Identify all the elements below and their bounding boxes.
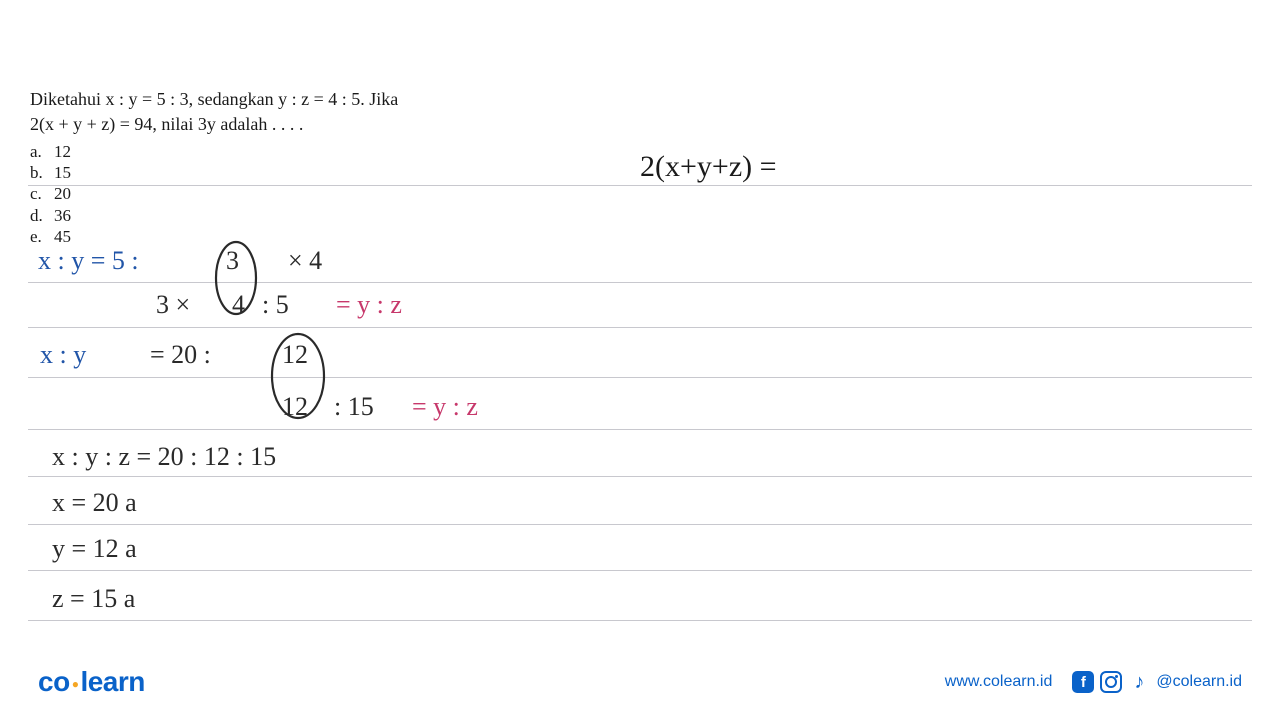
logo-dot-icon: ● — [72, 677, 79, 691]
lined-paper-area: x : y = 5 : 3 × 4 3 × 4 : 5 = y : z x : … — [0, 170, 1280, 720]
rule-line — [28, 620, 1252, 621]
hw-4: 4 — [232, 290, 245, 320]
hw-x4: × 4 — [288, 246, 322, 276]
social-icons: f ♪ @colearn.id — [1072, 671, 1242, 693]
footer-right: www.colearn.id f ♪ @colearn.id — [945, 671, 1242, 693]
hw-12b: 12 — [282, 392, 308, 422]
rule-line — [28, 377, 1252, 378]
rule-line — [28, 282, 1252, 283]
footer-handle: @colearn.id — [1156, 673, 1242, 691]
hw-eq-yz2: = y : z — [412, 392, 478, 422]
rule-line — [28, 185, 1252, 186]
footer: co●learn www.colearn.id f ♪ @colearn.id — [0, 666, 1280, 698]
hw-3: 3 — [226, 246, 239, 276]
hw-eq-yz: = y : z — [336, 290, 402, 320]
problem-line-1: Diketahui x : y = 5 : 3, sedangkan y : z… — [30, 88, 1250, 111]
hw-xyz-ratio: x : y : z = 20 : 12 : 15 — [52, 442, 276, 472]
footer-url: www.colearn.id — [945, 673, 1053, 691]
facebook-icon: f — [1072, 671, 1094, 693]
hw-z15a: z = 15 a — [52, 584, 135, 614]
hw-xy-53: x : y = 5 : — [38, 246, 139, 276]
logo-co: co — [38, 666, 70, 697]
instagram-icon — [1100, 671, 1122, 693]
hw-x20a: x = 20 a — [52, 488, 137, 518]
rule-line — [28, 524, 1252, 525]
hw-xy-2: x : y — [40, 340, 86, 370]
problem-line-2: 2(x + y + z) = 94, nilai 3y adalah . . .… — [30, 113, 1250, 136]
tiktok-icon: ♪ — [1128, 671, 1150, 693]
rule-line — [28, 327, 1252, 328]
hw-colon5: : 5 — [262, 290, 289, 320]
colearn-logo: co●learn — [38, 666, 145, 698]
hw-3x: 3 × — [156, 290, 190, 320]
hw-y12a: y = 12 a — [52, 534, 137, 564]
rule-line — [28, 476, 1252, 477]
hw-eq20: = 20 : — [150, 340, 211, 370]
rule-line — [28, 570, 1252, 571]
rule-line — [28, 429, 1252, 430]
hw-12a: 12 — [282, 340, 308, 370]
hw-colon15: : 15 — [334, 392, 374, 422]
logo-learn: learn — [80, 666, 144, 697]
